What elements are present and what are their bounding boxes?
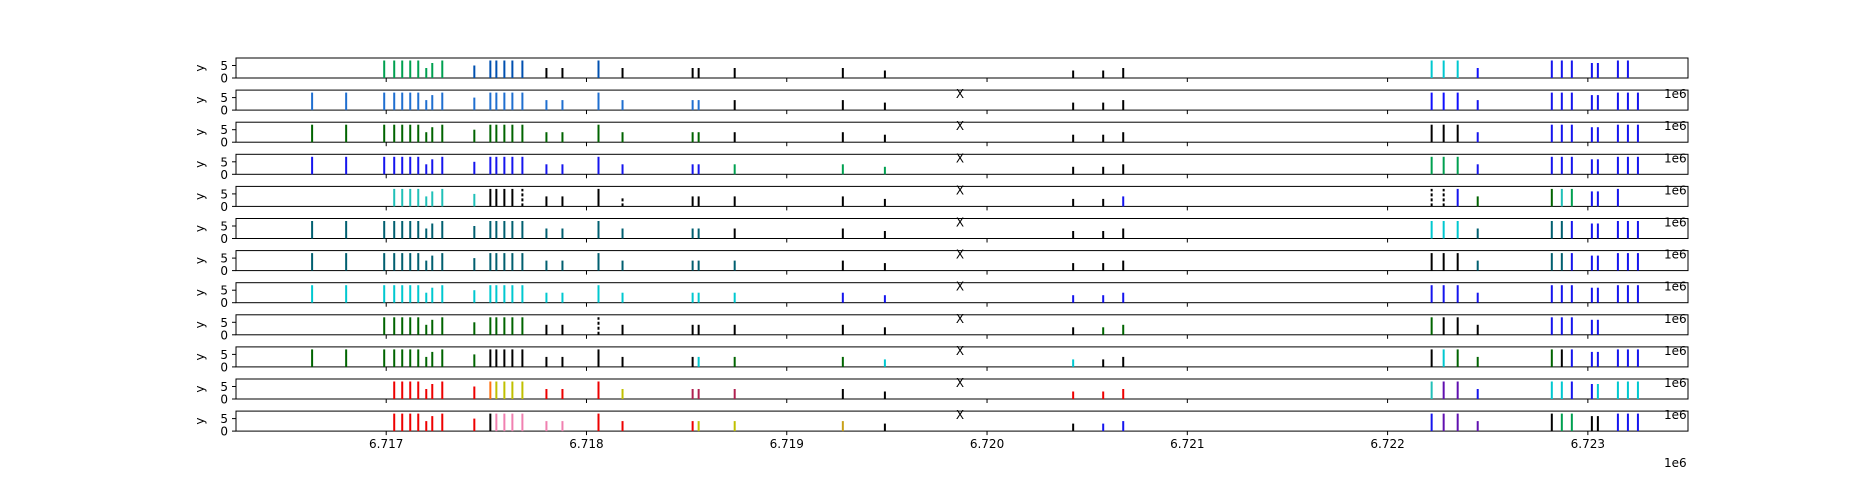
y-axis-label: y [193,353,207,360]
x-offset-label: 1e6 [1664,248,1687,262]
x-tick-label: 6.717 [369,437,403,451]
panel-frame [235,89,1689,111]
panel-frame [235,218,1689,239]
y-tick-label: 5 [220,348,228,362]
y-axis-label: y [193,161,207,168]
panel-8: 05 y X 1e6 [193,280,1689,310]
x-offset-label: 1e6 [1664,344,1687,358]
y-axis-label: y [193,385,207,392]
y-tick-label: 5 [220,316,228,330]
y-axis-label: y [193,321,207,328]
panel-frame [235,410,1689,432]
x-tick-label: 6.720 [970,437,1004,451]
y-axis-label: y [193,64,207,71]
x-axis-label: X [956,312,964,326]
y-tick-label: 0 [220,393,228,407]
panel-frame [235,378,1689,400]
y-tick-label: 0 [220,425,228,439]
x-offset-label: 1e6 [1664,87,1687,101]
panel-10: 05 y X 1e6 [193,344,1689,374]
y-tick-label: 5 [220,412,228,426]
x-tick-label: 6.721 [1170,437,1204,451]
x-offset-label: 1e6 [1664,119,1687,133]
x-tick-label: 6.723 [1571,437,1605,451]
x-axis-label: X [956,183,964,197]
panel-12: 05 y 6.717 6.718 6.719 6.720 6.721 6.722 6.723 X 1… [193,408,1689,451]
panel-9: 05 y X 1e6 [193,312,1689,342]
x-offset-label: 1e6 [1664,280,1687,294]
y-tick-label: 0 [220,104,228,118]
y-tick-label: 5 [220,380,228,394]
x-axis-label: X [956,87,964,101]
y-tick-label: 5 [220,91,228,105]
x-offset-label: 1e6 [1664,151,1687,165]
x-axis-label: X [956,344,964,358]
panel-11: 05 y X 1e6 [193,376,1689,407]
y-axis-label: y [193,418,207,425]
y-tick-label: 5 [220,59,228,73]
y-axis-label: y [193,97,207,104]
y-tick-label: 5 [220,220,228,234]
x-axis-label: X [956,408,964,422]
y-tick-label: 5 [220,187,228,201]
y-tick-label: 5 [220,123,228,137]
panel-frame [235,153,1689,175]
y-tick-label: 5 [220,284,228,298]
x-offset-label: 1e6 [1664,216,1687,230]
y-tick-label: 0 [220,360,228,374]
panel-frame [235,121,1689,143]
y-axis-label: y [193,225,207,232]
panel-frame [235,250,1689,272]
panel-1: 05 y [193,57,1689,86]
y-axis-label: y [193,289,207,296]
x-offset-label: 1e6 [1664,183,1687,197]
x-tick-label: 6.718 [569,437,603,451]
y-tick-label: 0 [220,328,228,342]
y-tick-label: 0 [220,72,228,86]
x-tick-label: 6.719 [770,437,804,451]
panel-7: 05 y X 1e6 [193,248,1689,278]
y-tick-label: 0 [220,264,228,278]
y-tick-label: 5 [220,155,228,169]
x-offset-label: 1e6 [1664,376,1687,390]
panel-6: 05 y X 1e6 [193,216,1689,246]
x-axis-label: X [956,280,964,294]
panel-frame [235,314,1689,336]
panel-4: 05 y X 1e6 [193,151,1689,182]
y-axis-label: y [193,257,207,264]
panel-3: 05 y X 1e6 [193,119,1689,150]
x-tick-label: 6.722 [1370,437,1404,451]
y-tick-label: 0 [220,232,228,246]
panel-frame [235,346,1689,368]
x-axis-label: X [956,216,964,230]
x-axis-label: X [956,151,964,165]
y-axis-label: y [193,129,207,136]
x-axis-label: X [956,376,964,390]
x-offset-label: 1e6 [1664,456,1687,470]
y-tick-label: 0 [220,136,228,150]
panel-5: 05 y X 1e6 [193,183,1689,214]
panel-frame [235,57,1689,79]
x-offset-label: 1e6 [1664,312,1687,326]
x-axis-label: X [956,248,964,262]
x-axis-label: X [956,119,964,133]
y-tick-label: 5 [220,252,228,266]
panel-2: 05 y X 1e6 [193,87,1689,118]
panel-frame [235,185,1689,207]
x-offset-label: 1e6 [1664,408,1687,422]
y-tick-label: 0 [220,200,228,214]
y-axis-label: y [193,193,207,200]
panel-frame [235,282,1689,304]
y-tick-label: 0 [220,168,228,182]
y-tick-label: 0 [220,296,228,310]
